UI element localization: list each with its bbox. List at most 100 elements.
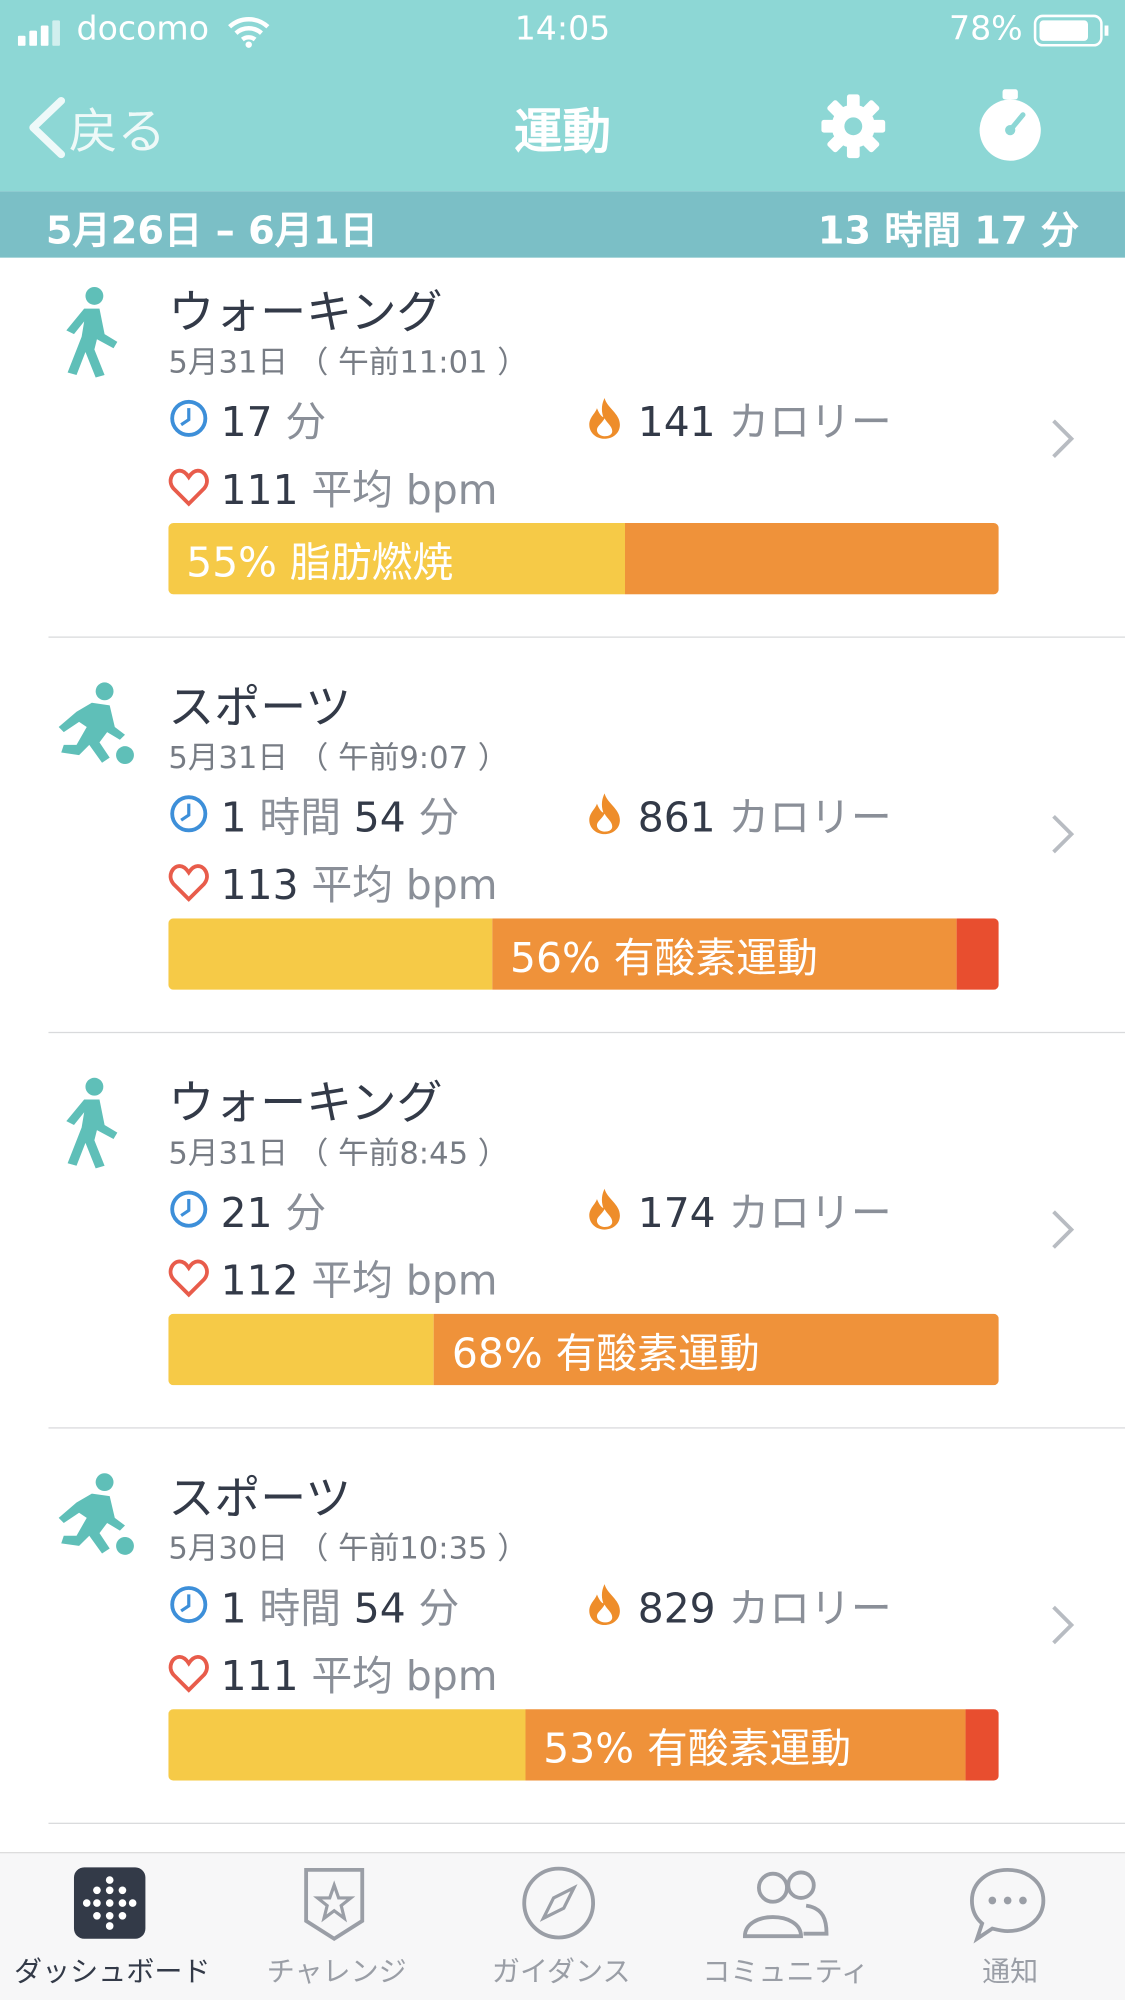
clock: 14:05 — [514, 10, 611, 49]
heart-icon — [168, 1258, 211, 1304]
activity-name: ウォーキング — [168, 286, 443, 340]
battery-text: 78% — [948, 10, 1023, 49]
zone-bar — [168, 1313, 999, 1386]
duration-part: 分 — [418, 793, 460, 842]
heart-rate-part: 113 — [220, 860, 299, 910]
tab[interactable]: ガイダンス — [449, 1865, 673, 2000]
calories-part: カロリー — [728, 1584, 892, 1633]
heart-icon — [168, 467, 211, 513]
tab[interactable]: ダッシュボード — [0, 1865, 224, 2000]
tab-icon — [898, 1865, 1122, 1949]
tab-label: ダッシュボード — [14, 1956, 211, 1989]
calories-part: 141 — [637, 397, 716, 447]
activity-icon — [54, 1472, 138, 1571]
chevron — [1048, 1602, 1079, 1653]
calories: 174 カロリー — [638, 1181, 892, 1240]
tab-icon — [0, 1865, 224, 1949]
activity-date: 5月31日 （ 午前11:01 ） — [168, 344, 528, 381]
signal-icon — [17, 20, 60, 46]
settings-button[interactable] — [819, 92, 888, 161]
chevron — [1048, 811, 1079, 862]
clock-icon — [168, 793, 209, 839]
duration-part: 54 — [353, 1584, 406, 1633]
calories: 141 カロリー — [638, 390, 892, 449]
back-label: 戻る — [68, 103, 166, 160]
duration: 17 分 — [221, 390, 327, 449]
tab-icon — [224, 1865, 448, 1949]
duration-part: 1 — [220, 793, 247, 842]
tab-label: ガイダンス — [491, 1956, 631, 1989]
tab[interactable]: 通知 — [898, 1865, 1122, 2000]
activity-icon — [54, 1077, 138, 1176]
zone-segment — [957, 918, 999, 990]
tab-bar — [0, 1852, 1125, 2000]
zone-segment — [625, 522, 999, 595]
nav-title: 運動 — [514, 103, 611, 160]
separator — [48, 636, 1125, 638]
heart-rate-part: 平均 bpm — [311, 1651, 498, 1701]
duration-part: 時間 — [259, 793, 342, 842]
duration: 1 時間 54 分 — [221, 786, 460, 845]
heart-rate: 111 平均 bpm — [221, 458, 498, 517]
separator — [48, 1427, 1125, 1429]
tab[interactable]: チャレンジ — [224, 1865, 448, 2000]
heart-rate-part: 111 — [220, 1651, 299, 1701]
back-button[interactable]: 戻る — [23, 92, 166, 161]
battery-icon — [1033, 14, 1109, 47]
calories-part: 829 — [637, 1584, 716, 1633]
zone-segment — [168, 1709, 526, 1781]
carrier: docomo — [76, 10, 210, 49]
zone-label: 55% 脂肪燃焼 — [186, 538, 454, 587]
activity-name: スポーツ — [168, 682, 352, 735]
heart-icon — [168, 1653, 211, 1699]
calories: 829 カロリー — [638, 1577, 892, 1636]
clock-icon — [168, 1189, 209, 1235]
tab[interactable]: コミュニティ — [673, 1865, 897, 2000]
duration: 1 時間 54 分 — [221, 1577, 460, 1636]
flame-icon — [587, 395, 623, 446]
activity-name: ウォーキング — [168, 1077, 443, 1131]
zone-segment — [434, 1313, 999, 1386]
calories-part: カロリー — [728, 793, 892, 842]
flame-icon — [587, 791, 623, 842]
zone-segment — [492, 918, 958, 990]
zone-segment — [168, 918, 493, 990]
date-range: 5月26日 – 6月1日 — [45, 209, 378, 254]
separator — [48, 1822, 1125, 1824]
clock-icon — [168, 1584, 209, 1630]
heart-rate-part: 111 — [220, 465, 299, 515]
summary-band — [0, 191, 1125, 258]
heart-rate-part: 平均 bpm — [311, 465, 498, 515]
activity-date: 5月31日 （ 午前8:45 ） — [168, 1135, 509, 1171]
tab-label: コミュニティ — [702, 1956, 870, 1989]
heart-rate: 111 平均 bpm — [221, 1644, 498, 1703]
activity-date: 5月30日 （ 午前10:35 ） — [168, 1530, 528, 1567]
duration-part: 分 — [418, 1584, 460, 1633]
wifi-icon — [228, 17, 270, 48]
duration-part: 54 — [353, 793, 406, 842]
separator — [48, 1031, 1125, 1034]
header — [0, 0, 1125, 192]
zone-bar — [168, 1709, 999, 1781]
zone-segment — [168, 522, 626, 595]
calories-part: カロリー — [728, 1188, 892, 1238]
heart-icon — [168, 862, 211, 908]
heart-rate-part: 平均 bpm — [311, 860, 498, 910]
zone-segment — [168, 1313, 435, 1386]
flame-icon — [587, 1582, 623, 1633]
calories-part: 861 — [637, 793, 716, 842]
total-duration: 13 時間 17 分 — [817, 209, 1080, 254]
duration-part: 分 — [285, 1188, 327, 1238]
heart-rate: 112 平均 bpm — [221, 1249, 498, 1308]
duration-part: 1 — [220, 1584, 247, 1633]
calories: 861 カロリー — [638, 786, 892, 845]
stopwatch-button[interactable] — [974, 87, 1045, 164]
heart-rate: 113 平均 bpm — [221, 853, 498, 912]
duration-part: 時間 — [259, 1584, 342, 1633]
activity-icon — [54, 681, 138, 780]
chevron — [1048, 1207, 1079, 1258]
zone-bar — [168, 522, 999, 595]
heart-rate-part: 平均 bpm — [311, 1256, 498, 1305]
